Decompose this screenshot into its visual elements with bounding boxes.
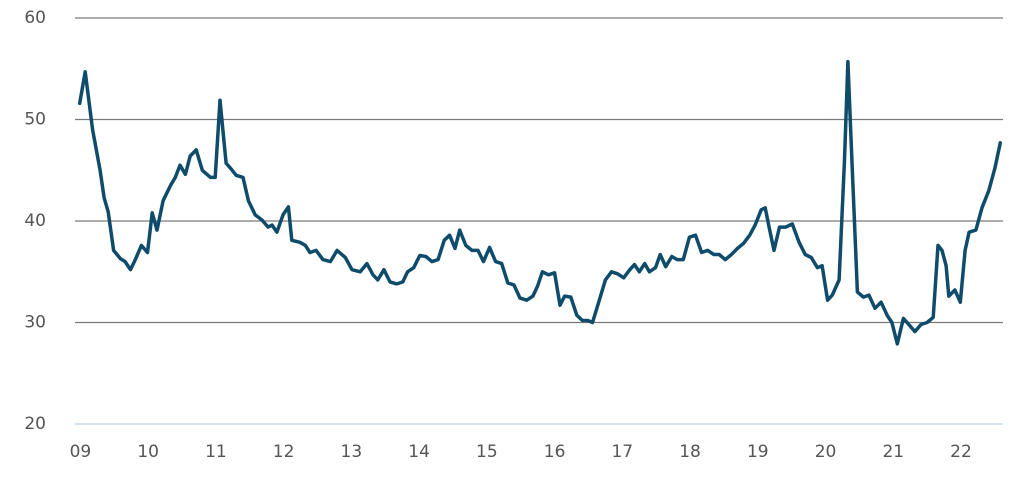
y-tick-label: 20 [24,414,46,434]
x-tick-label: 09 [70,442,92,462]
y-tick-label: 30 [24,313,46,333]
x-tick-label: 15 [476,442,498,462]
y-tick-label: 40 [24,211,46,231]
x-tick-label: 21 [882,442,904,462]
x-tick-label: 13 [341,442,363,462]
x-tick-label: 18 [679,442,701,462]
x-tick-label: 10 [137,442,159,462]
x-tick-label: 20 [815,442,837,462]
x-tick-label: 12 [273,442,295,462]
data-line [77,59,1003,346]
x-tick-label: 17 [611,442,633,462]
y-tick-label: 50 [24,110,46,130]
x-tick-label: 19 [747,442,769,462]
x-tick-label: 11 [205,442,227,462]
x-tick-label: 22 [950,442,972,462]
x-tick-label: 14 [408,442,430,462]
y-tick-label: 60 [24,8,46,28]
x-tick-label: 16 [544,442,566,462]
